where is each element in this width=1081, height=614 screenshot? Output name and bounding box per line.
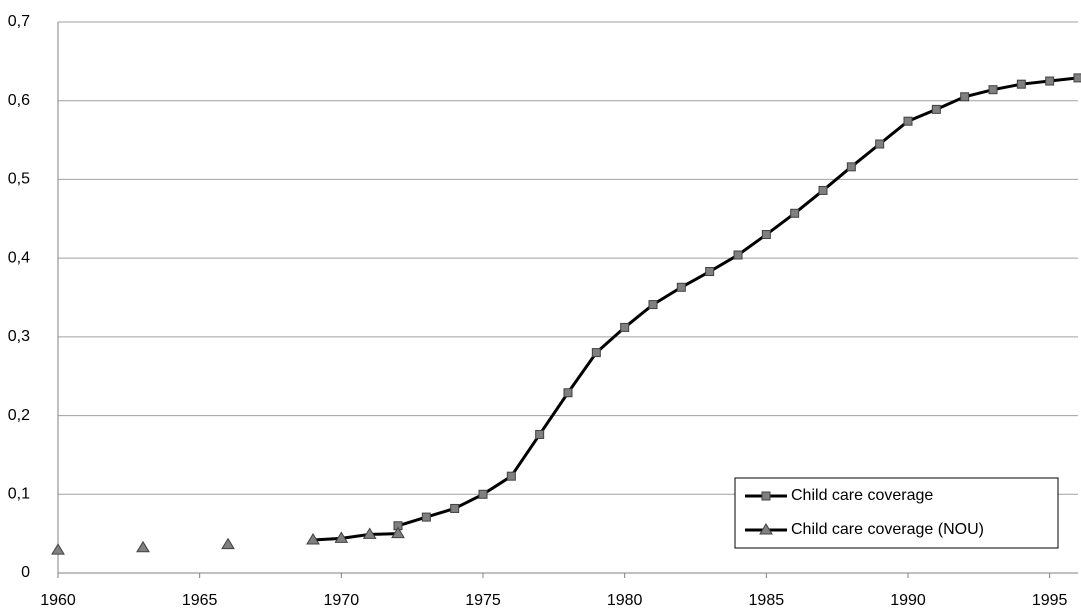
series-line — [312, 532, 399, 542]
legend: Child care coverage Child care coverage (… — [734, 477, 1059, 549]
marker — [421, 512, 431, 522]
marker — [705, 267, 715, 277]
marker — [306, 532, 320, 545]
y-tick-label: 0,2 — [8, 407, 30, 424]
marker — [563, 388, 573, 398]
marker — [790, 208, 800, 218]
marker — [478, 489, 488, 499]
x-tick-label: 1960 — [40, 592, 76, 609]
marker — [733, 250, 743, 260]
x-tick-label: 1985 — [749, 592, 785, 609]
marker — [1016, 79, 1026, 89]
marker — [903, 116, 913, 126]
marker — [136, 540, 150, 553]
marker — [221, 537, 235, 550]
legend-label: Child care coverage — [791, 487, 933, 504]
y-tick-label: 0,7 — [8, 13, 30, 30]
x-tick-label: 1965 — [182, 592, 218, 609]
x-tick-label: 1970 — [324, 592, 360, 609]
y-tick-label: 0,1 — [8, 486, 30, 503]
marker — [759, 523, 773, 535]
marker — [818, 185, 828, 195]
y-tick-label: 0,3 — [8, 328, 30, 345]
marker — [362, 527, 377, 539]
marker — [761, 230, 771, 240]
marker — [506, 471, 516, 481]
y-tick-label: 0,5 — [8, 171, 30, 188]
x-tick-label: 1980 — [607, 592, 643, 609]
marker — [988, 85, 998, 95]
marker — [960, 92, 970, 102]
marker — [676, 282, 686, 292]
marker — [1073, 73, 1081, 83]
marker — [450, 503, 460, 513]
marker — [761, 491, 771, 501]
marker — [1045, 76, 1055, 86]
y-tick-label: 0 — [21, 564, 30, 581]
marker — [875, 139, 885, 149]
marker — [931, 104, 941, 114]
y-tick-label: 0,6 — [8, 92, 30, 109]
legend-label: Child care coverage (NOU) — [791, 521, 984, 538]
x-tick-label: 1990 — [890, 592, 926, 609]
marker — [51, 543, 65, 555]
marker — [535, 429, 545, 439]
marker — [591, 348, 601, 358]
marker — [620, 322, 630, 332]
x-tick-label: 1975 — [465, 592, 501, 609]
marker — [846, 162, 856, 172]
series-line — [397, 76, 1079, 528]
marker — [648, 300, 658, 310]
x-tick-label: 1995 — [1032, 592, 1068, 609]
legend-box — [734, 477, 1059, 549]
y-tick-label: 0,4 — [8, 249, 30, 266]
marker — [391, 526, 405, 539]
marker — [334, 531, 349, 543]
